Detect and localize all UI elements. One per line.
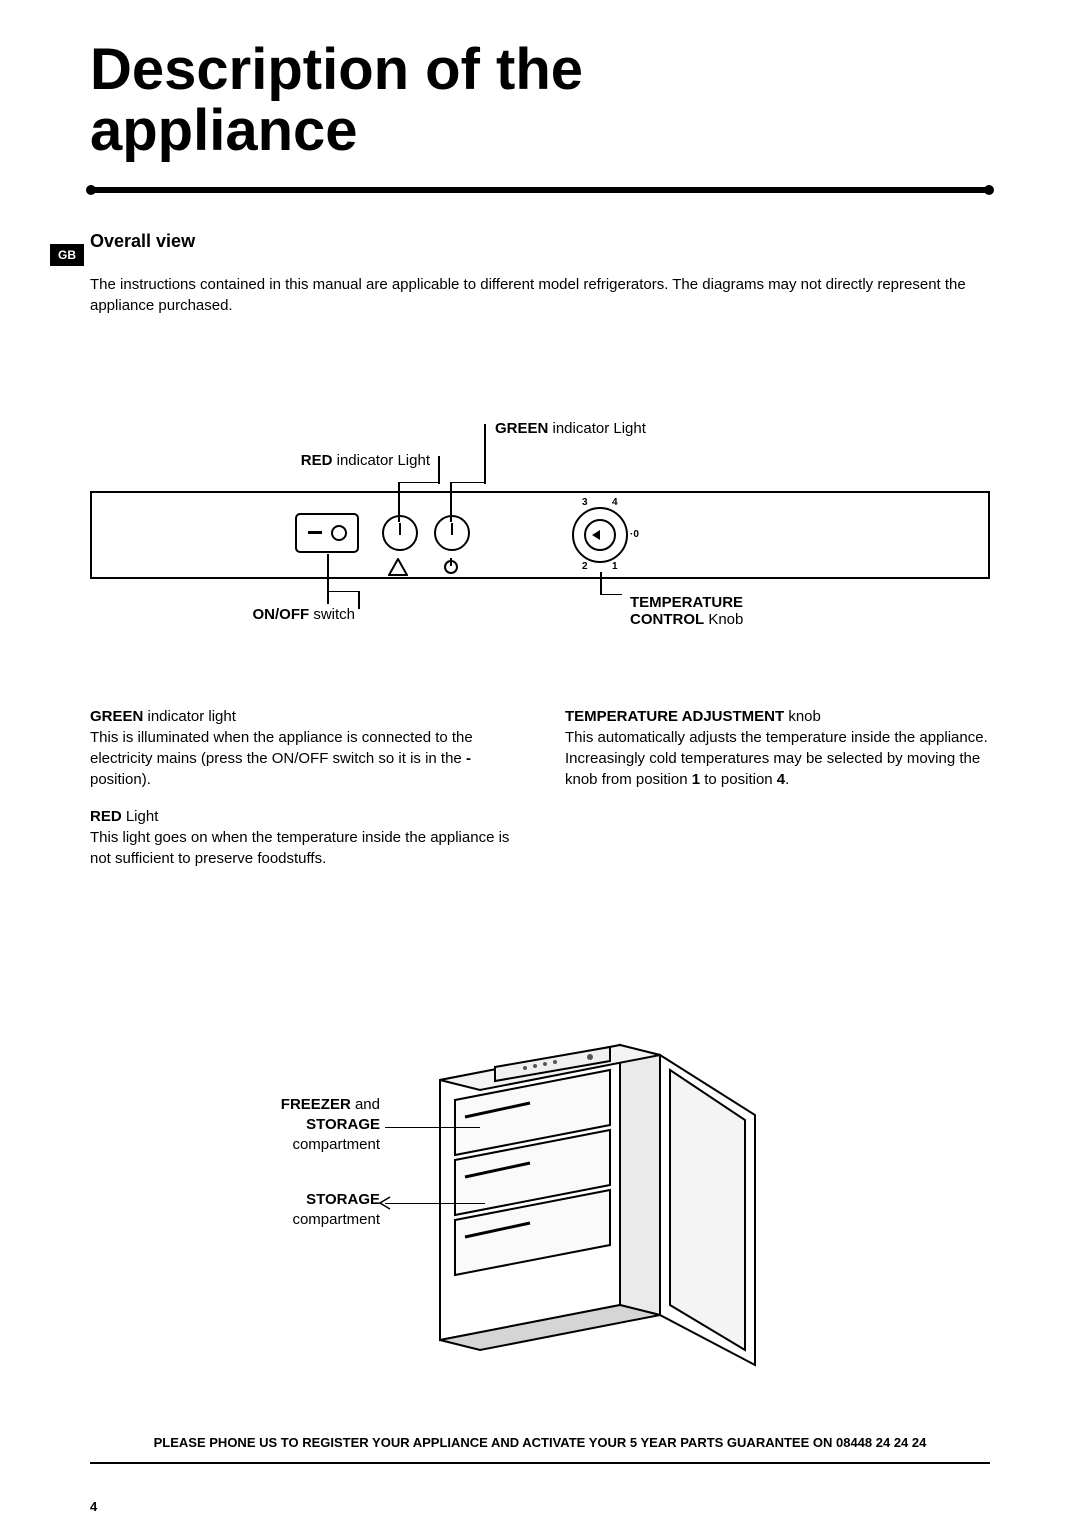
knob-marker-icon xyxy=(592,530,600,540)
appliance-diagram: FREEZER and STORAGE compartment STORAGE … xyxy=(90,1025,990,1395)
left-column: GREEN indicator light This is illuminate… xyxy=(90,706,515,885)
green-light-desc: GREEN indicator light This is illuminate… xyxy=(90,706,515,790)
callout-temp-line1: TEMPERATURE xyxy=(630,594,743,611)
green-body-dash: - xyxy=(466,750,471,767)
leader-line xyxy=(385,1127,480,1129)
green-bold: GREEN xyxy=(90,708,143,725)
leader-line xyxy=(327,591,358,593)
knob-num-4: 4 xyxy=(612,497,618,508)
temp-adjust-desc: TEMPERATURE ADJUSTMENT knob This automat… xyxy=(565,706,990,790)
leader-line xyxy=(327,554,329,604)
page-title: Description of the appliance xyxy=(90,40,990,162)
callout-red-indicator: RED indicator Light xyxy=(290,452,430,469)
callout-green-rest: indicator Light xyxy=(548,420,646,437)
green-body-a: This is illuminated when the appliance i… xyxy=(90,729,473,767)
arrow-icon xyxy=(378,1195,392,1211)
callout-onoff: ON/OFF switch xyxy=(245,606,355,623)
onoff-switch xyxy=(295,513,359,553)
callout-red-rest: indicator Light xyxy=(332,452,430,469)
green-rest: indicator light xyxy=(143,708,236,725)
appliance-svg xyxy=(410,1025,790,1375)
footer-guarantee-text: PLEASE PHONE US TO REGISTER YOUR APPLIAN… xyxy=(90,1435,990,1450)
label-storage-bold-1: STORAGE xyxy=(306,1116,380,1133)
warning-triangle-icon xyxy=(388,558,408,580)
country-badge: GB xyxy=(50,244,84,266)
temperature-knob: 3 4 ·0 1 2 xyxy=(564,499,636,571)
page-number: 4 xyxy=(90,1499,990,1514)
label-freezer-storage: FREEZER and STORAGE compartment xyxy=(230,1095,380,1156)
red-indicator-icon xyxy=(382,515,418,551)
label-freezer-bold: FREEZER xyxy=(281,1096,351,1113)
switch-dash-icon xyxy=(308,531,322,534)
leader-line xyxy=(398,482,438,484)
label-storage: STORAGE compartment xyxy=(230,1190,380,1231)
leader-line xyxy=(600,594,622,596)
red-light-desc: RED Light This light goes on when the te… xyxy=(90,806,515,869)
callout-onoff-bold: ON/OFF xyxy=(252,606,309,623)
switch-o-icon xyxy=(331,525,347,541)
leader-line xyxy=(484,424,486,484)
temp-body2b: to position xyxy=(700,771,777,788)
description-columns: GREEN indicator light This is illuminate… xyxy=(90,706,990,885)
knob-num-0: ·0 xyxy=(630,529,639,540)
leader-line xyxy=(385,1203,485,1205)
knob-num-3: 3 xyxy=(582,497,588,508)
leader-line xyxy=(600,572,602,594)
label-compartment-2: compartment xyxy=(292,1211,380,1228)
leader-line xyxy=(438,456,440,484)
green-body-b: position). xyxy=(90,771,151,788)
leader-line xyxy=(358,591,360,609)
panel-outline xyxy=(90,491,990,579)
red-bold: RED xyxy=(90,808,122,825)
knob-num-2: 2 xyxy=(582,561,588,572)
callout-temp-line2-rest: Knob xyxy=(704,611,743,628)
callout-temp-knob: TEMPERATURE CONTROL Knob xyxy=(630,594,743,628)
temp-rest: knob xyxy=(784,708,821,725)
intro-text: The instructions contained in this manua… xyxy=(90,274,990,316)
title-line-1: Description of the xyxy=(90,37,583,102)
footer-divider xyxy=(90,1462,990,1464)
title-line-2: appliance xyxy=(90,98,358,163)
knob-num-1: 1 xyxy=(612,561,618,572)
green-indicator-icon xyxy=(434,515,470,551)
label-storage-bold-2: STORAGE xyxy=(306,1191,380,1208)
callout-green-bold: GREEN xyxy=(495,420,548,437)
callout-red-bold: RED xyxy=(301,452,333,469)
callout-green-indicator: GREEN indicator Light xyxy=(495,420,646,437)
callout-temp-line2-bold: CONTROL xyxy=(630,611,704,628)
leader-line xyxy=(450,482,484,484)
callout-onoff-rest: switch xyxy=(309,606,355,623)
temp-body2c: . xyxy=(785,771,789,788)
control-panel-diagram: GREEN indicator Light RED indicator Ligh… xyxy=(90,396,990,656)
divider-thick xyxy=(90,187,990,193)
label-compartment-1: compartment xyxy=(292,1136,380,1153)
temp-n2: 4 xyxy=(777,771,785,788)
temp-n1: 1 xyxy=(692,771,700,788)
section-heading: Overall view xyxy=(90,231,990,252)
red-rest: Light xyxy=(122,808,159,825)
temp-body: This automatically adjusts the temperatu… xyxy=(565,729,988,746)
red-body: This light goes on when the temperature … xyxy=(90,829,509,867)
temp-bold: TEMPERATURE ADJUSTMENT xyxy=(565,708,784,725)
label-freezer-and: and xyxy=(351,1096,380,1113)
power-icon xyxy=(443,558,459,578)
right-column: TEMPERATURE ADJUSTMENT knob This automat… xyxy=(565,706,990,885)
